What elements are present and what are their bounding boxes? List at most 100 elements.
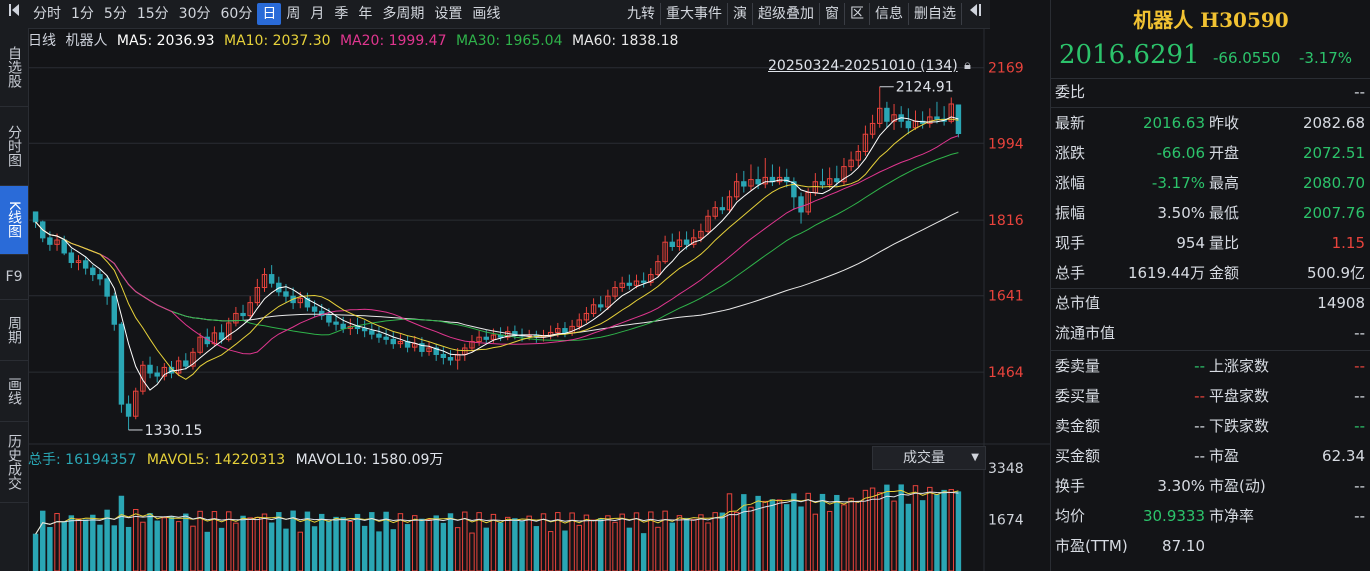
quote-value: -- <box>1354 477 1365 495</box>
period-tab-4[interactable]: 30分 <box>178 6 211 22</box>
period-tab-3[interactable]: 15分 <box>136 6 169 22</box>
candle-body <box>862 133 869 152</box>
quote-value: -3.17% <box>1151 174 1205 192</box>
candle-body <box>583 312 590 321</box>
toolbar-tool-6[interactable]: 信息 <box>869 3 908 25</box>
mavol10-label: MAVOL10: 1580.09万 <box>295 452 444 468</box>
y-tick-label: 1641 <box>988 289 1024 305</box>
lock-icon[interactable]: 🔒︎ <box>964 58 971 73</box>
period-tab-7[interactable]: 周 <box>286 6 301 22</box>
divider <box>1051 78 1370 79</box>
toolbar-tool-0[interactable]: 九转 <box>627 6 655 22</box>
candle-body <box>490 334 497 340</box>
ma20-line <box>35 135 959 355</box>
candle-body <box>240 312 246 317</box>
back-icon[interactable] <box>0 3 28 25</box>
quote-label: 市盈(TTM) <box>1055 537 1128 555</box>
candle-body <box>376 333 382 338</box>
volume-bar <box>40 510 46 571</box>
collapse-panel-icon[interactable] <box>961 3 990 25</box>
volume-bar <box>848 497 854 571</box>
volume-bar <box>612 521 618 571</box>
candle-body <box>562 328 568 334</box>
float-value-row: 流通市值 -- <box>1055 318 1365 348</box>
candle-body <box>361 328 368 332</box>
candle-body <box>705 215 711 232</box>
volume-bar <box>834 494 840 571</box>
volume-bar <box>54 513 60 571</box>
market-value-label: 总市值 <box>1055 294 1101 312</box>
candle-body <box>218 332 225 340</box>
quote-value: -- <box>1194 417 1205 435</box>
candle-body <box>440 353 447 358</box>
volume-bar <box>433 515 439 571</box>
toolbar-action-1[interactable]: 画线 <box>472 6 501 22</box>
candle-body <box>605 295 611 308</box>
volume-bar <box>104 509 110 571</box>
quote-label: 市盈 <box>1209 447 1240 465</box>
period-tab-1[interactable]: 1分 <box>71 6 94 22</box>
toolbar-tool-2[interactable]: 演 <box>727 3 752 25</box>
sidebar-item-0[interactable]: 自选股 <box>0 28 28 107</box>
toolbar-tool-1[interactable]: 重大事件 <box>660 3 727 25</box>
toolbar-tool-7[interactable]: 删自选 <box>908 3 961 25</box>
date-range-label[interactable]: 20250324-20251010 (134) <box>768 58 958 74</box>
volume-bar <box>211 511 218 571</box>
volume-bar <box>547 531 554 571</box>
toolbar-action-0[interactable]: 设置 <box>434 6 463 22</box>
quote-label: 最新 <box>1055 114 1086 132</box>
candle-body <box>633 280 640 286</box>
period-tab-10[interactable]: 年 <box>358 6 373 22</box>
candle-body <box>683 239 690 245</box>
candle-body <box>268 274 275 284</box>
quote-label: 最低 <box>1209 204 1240 222</box>
sidebar-item-2[interactable]: K线图 <box>0 186 28 255</box>
volume-bar <box>755 495 761 571</box>
period-tab-5[interactable]: 60分 <box>220 6 253 22</box>
toolbar-tool-5[interactable]: 区 <box>844 3 869 25</box>
quote-value: 87.10 <box>1162 537 1205 555</box>
sidebar-item-5[interactable]: 画线 <box>0 361 28 422</box>
sidebar: 自选股 分时图 K线图 F9 周期 画线 历史成交 <box>0 28 29 571</box>
candle-body <box>68 252 75 263</box>
quote-label: 振幅 <box>1055 204 1086 222</box>
candle-body <box>955 104 962 135</box>
period-tab-11[interactable]: 多周期 <box>382 6 425 22</box>
volume-bar <box>712 512 718 571</box>
ma60-line <box>35 211 959 338</box>
ma-legend: 日线 机器人 MA5: 2036.93 MA10: 2037.30 MA20: … <box>28 30 683 50</box>
toolbar-tool-3[interactable]: 超级叠加 <box>752 3 819 25</box>
quote-label: 换手 <box>1055 477 1086 495</box>
candle-body <box>776 176 783 183</box>
y-tick-label: 1464 <box>988 365 1024 381</box>
sidebar-item-4[interactable]: 周期 <box>0 300 28 361</box>
quote-label: 总手 <box>1055 264 1086 282</box>
period-tab-6[interactable]: 日 <box>257 3 282 25</box>
sidebar-item-3[interactable]: F9 <box>0 255 28 300</box>
sidebar-item-6[interactable]: 历史成交 <box>0 422 28 503</box>
toolbar-tool-4[interactable]: 窗 <box>819 3 844 25</box>
candle-body <box>619 282 625 289</box>
candle-body <box>154 372 160 377</box>
volume-indicator-select[interactable]: 成交量 ▼ <box>872 446 986 470</box>
candle-body <box>319 310 325 317</box>
quote-row: 总手 1619.44万 金额 500.9亿 <box>1055 258 1365 288</box>
kline-chart[interactable]: 2169 1994 1816 1641 1464 2124.91 1330.15 3348 16… <box>28 28 1050 571</box>
period-tab-8[interactable]: 月 <box>310 6 325 22</box>
volume-bar <box>32 533 39 571</box>
quote-value: 500.9亿 <box>1307 264 1365 282</box>
candle-body <box>419 343 425 352</box>
quote-value: 3.30% <box>1157 477 1205 495</box>
period-tab-2[interactable]: 5分 <box>103 6 127 22</box>
sidebar-item-1[interactable]: 分时图 <box>0 107 28 186</box>
candle-body <box>784 176 790 183</box>
candle-body <box>576 319 582 327</box>
period-tab-0[interactable]: 分时 <box>33 6 61 22</box>
quote-label: 买金额 <box>1055 447 1101 465</box>
candle-body <box>340 323 346 330</box>
period-tab-9[interactable]: 季 <box>334 6 349 22</box>
period-label: 日线 <box>28 33 56 49</box>
volume-bar <box>583 514 590 571</box>
candle-body <box>447 356 454 361</box>
quote-value: -- <box>1194 357 1205 375</box>
